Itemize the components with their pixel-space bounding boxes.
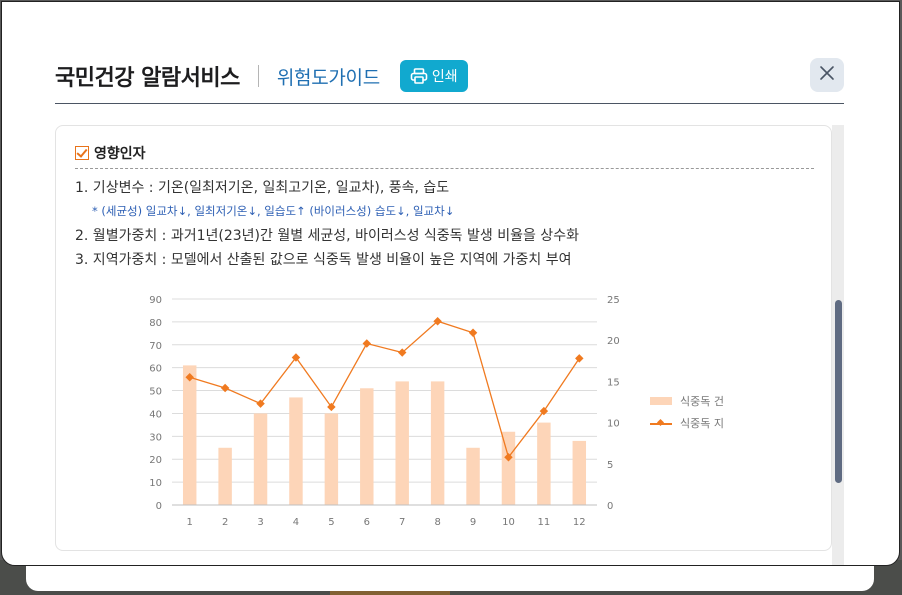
print-button[interactable]: 인쇄 (399, 60, 468, 92)
modal-title: 국민건강 알람서비스 (55, 66, 240, 91)
legend-bar-label: 식중독 건 (680, 395, 724, 408)
line-point (362, 339, 372, 348)
header-divider (55, 103, 844, 104)
y-right-tick-label: 0 (607, 501, 613, 512)
y-right-tick-label: 15 (607, 377, 620, 388)
modal-subtitle: 위험도가이드 (276, 66, 380, 89)
print-button-label: 인쇄 (431, 69, 458, 85)
bar (395, 381, 409, 505)
x-tick-label: 4 (293, 517, 299, 528)
section-divider (75, 168, 814, 169)
factor-item-regional: 3. 지역가중치 : 모델에서 산출된 값으로 식중독 발생 비율이 높은 지역… (75, 252, 572, 268)
y-left-tick-label: 50 (149, 387, 162, 398)
section-heading: 영향인자 (75, 143, 146, 163)
title-separator (257, 65, 259, 87)
bar (501, 431, 516, 505)
scrollbar-thumb[interactable] (835, 300, 842, 483)
x-tick-label: 11 (538, 517, 551, 528)
x-tick-label: 5 (328, 517, 334, 528)
y-left-tick-label: 70 (149, 341, 162, 352)
factor-item-monthly: 2. 월별가중치 : 과거1년(23년)간 월별 세균성, 바이러스성 식중독 … (75, 228, 579, 244)
y-left-tick-label: 0 (156, 501, 162, 512)
y-right-tick-label: 10 (607, 419, 620, 430)
legend-item-bar: 식중독 건 (650, 390, 724, 412)
line-point (327, 402, 336, 412)
bar (430, 381, 445, 505)
legend-bar-swatch (650, 397, 672, 405)
line-point (291, 353, 301, 362)
legend-item-line: 식중독 지 (650, 412, 724, 434)
bar (253, 413, 268, 505)
x-tick-label: 9 (470, 517, 476, 528)
line-point (575, 354, 584, 363)
close-button[interactable] (810, 58, 844, 92)
section-heading-label: 영향인자 (94, 146, 146, 162)
y-left-tick-label: 60 (149, 364, 162, 375)
y-left-tick-label: 90 (149, 295, 162, 306)
line-point (185, 373, 194, 382)
x-tick-label: 7 (399, 517, 405, 528)
bar (289, 397, 303, 505)
line-point (397, 348, 407, 357)
line-point (504, 452, 513, 462)
x-tick-label: 12 (573, 517, 586, 528)
factor-note: * (세균성) 일교차↓, 일최저기온↓, 일습도↑ (바이러스성) 습도↓, … (92, 204, 455, 218)
bar (218, 447, 232, 505)
bar (182, 365, 197, 505)
x-tick-label: 8 (434, 517, 440, 528)
y-right-tick-label: 5 (607, 460, 613, 471)
printer-icon (410, 68, 428, 84)
modal-header: 국민건강 알람서비스 위험도가이드 인쇄 (55, 58, 468, 94)
line-point (433, 317, 442, 326)
bar (466, 447, 480, 505)
x-tick-label: 10 (502, 517, 515, 528)
bar (324, 413, 339, 505)
y-left-tick-label: 10 (149, 478, 162, 489)
y-left-tick-label: 30 (149, 432, 162, 443)
factor-item-weather: 1. 기상변수 : 기온(일최저기온, 일최고기온, 일교차), 풍속, 습도 (75, 180, 450, 196)
x-tick-label: 6 (364, 517, 370, 528)
x-tick-label: 1 (187, 517, 193, 528)
legend-line-swatch (650, 419, 672, 427)
bar (537, 422, 551, 505)
x-tick-label: 2 (222, 517, 228, 528)
modal-bottom-edge (26, 566, 874, 591)
close-icon (819, 65, 835, 85)
line-point (468, 328, 478, 338)
bar (360, 388, 374, 505)
y-left-tick-label: 80 (149, 318, 162, 329)
y-left-tick-label: 40 (149, 409, 162, 420)
checkbox-icon (75, 146, 89, 160)
y-right-tick-label: 25 (607, 295, 620, 306)
y-right-tick-label: 20 (607, 336, 620, 347)
series-line (189, 320, 580, 459)
legend-line-label: 식중독 지 (680, 417, 724, 430)
x-tick-label: 3 (257, 517, 263, 528)
bar (572, 440, 587, 505)
chart-legend: 식중독 건 식중독 지 (650, 390, 724, 434)
y-left-tick-label: 20 (149, 455, 162, 466)
